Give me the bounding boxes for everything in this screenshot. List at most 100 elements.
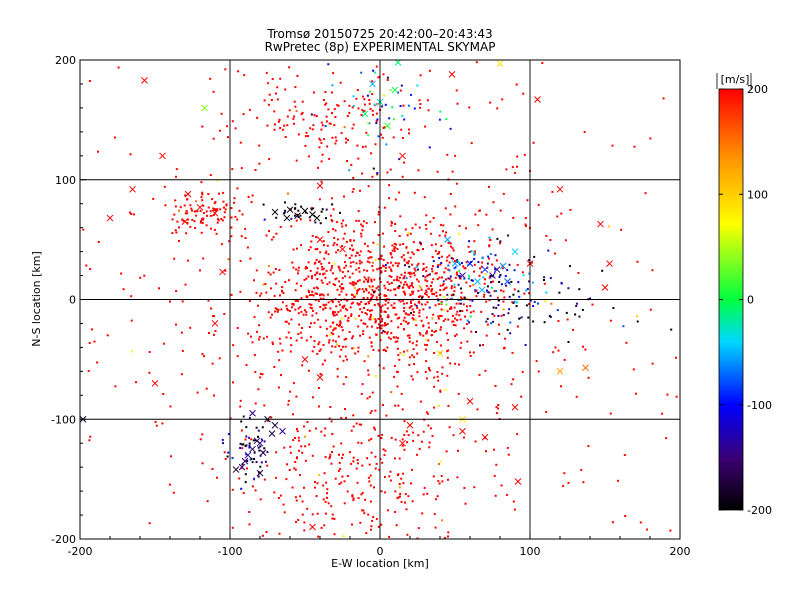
data-point	[254, 402, 257, 405]
data-point	[371, 93, 374, 96]
data-point	[296, 430, 299, 433]
data-point	[223, 216, 226, 219]
data-point	[350, 313, 353, 316]
data-point	[266, 451, 269, 454]
data-point	[164, 204, 167, 207]
data-point	[295, 159, 298, 162]
data-cross	[451, 260, 459, 267]
data-point	[201, 353, 204, 356]
data-point	[389, 289, 392, 292]
data-point	[261, 426, 264, 429]
data-point	[300, 445, 303, 448]
data-point	[407, 104, 410, 107]
data-point	[484, 278, 486, 281]
data-point	[388, 266, 391, 269]
data-point	[139, 276, 142, 279]
data-point	[367, 513, 370, 516]
data-point	[193, 210, 196, 213]
data-point	[382, 232, 384, 235]
data-point	[428, 446, 431, 449]
data-point	[396, 286, 399, 289]
data-point	[328, 157, 331, 160]
data-point	[516, 165, 518, 168]
data-point	[272, 236, 275, 239]
data-point	[273, 128, 276, 131]
data-point	[339, 285, 341, 288]
data-point	[273, 366, 276, 368]
data-point	[257, 446, 260, 449]
data-point	[468, 275, 471, 278]
data-point	[293, 299, 296, 302]
data-point	[297, 307, 300, 310]
data-point	[394, 490, 397, 493]
data-point	[446, 256, 449, 259]
data-point	[339, 309, 342, 312]
data-cross	[279, 427, 286, 435]
data-point	[143, 274, 146, 277]
data-point	[199, 221, 202, 224]
data-point	[387, 315, 390, 318]
data-point	[163, 185, 166, 188]
data-point	[440, 255, 443, 258]
data-point	[370, 278, 373, 281]
data-point	[377, 213, 380, 216]
data-point	[666, 393, 669, 396]
data-point	[492, 306, 495, 309]
data-point	[390, 220, 393, 223]
data-point	[489, 294, 492, 297]
data-point	[288, 66, 291, 69]
data-point	[312, 91, 315, 94]
data-point	[212, 137, 215, 140]
data-point	[317, 343, 320, 346]
data-point	[275, 476, 278, 479]
data-point	[376, 268, 379, 271]
data-point	[558, 291, 561, 294]
data-point	[253, 477, 256, 480]
data-point	[410, 272, 413, 275]
data-point	[455, 182, 458, 185]
data-point	[468, 251, 471, 253]
data-point	[396, 474, 399, 477]
data-point	[458, 363, 461, 366]
data-point	[438, 234, 441, 237]
chart-subtitle: RwPretec (8p) EXPERIMENTAL SKYMAP	[265, 40, 496, 54]
data-point	[311, 454, 314, 457]
data-point	[430, 334, 433, 337]
data-point	[454, 324, 457, 327]
data-point	[441, 366, 444, 369]
data-point	[274, 310, 277, 313]
data-point	[260, 292, 263, 295]
data-point	[294, 468, 297, 471]
data-point	[242, 113, 245, 116]
data-point	[457, 283, 460, 286]
data-point	[452, 249, 455, 252]
data-point	[284, 201, 286, 204]
data-point	[291, 306, 293, 309]
data-point	[574, 313, 577, 316]
data-point	[411, 378, 414, 381]
data-point	[327, 293, 329, 296]
data-point	[186, 222, 189, 224]
data-point	[327, 108, 330, 111]
data-point	[520, 316, 523, 319]
data-point	[617, 479, 619, 482]
data-point	[383, 476, 386, 478]
data-point	[374, 428, 377, 431]
data-cross	[151, 379, 159, 387]
data-point	[376, 326, 379, 329]
data-point	[340, 326, 343, 329]
data-cross	[244, 451, 252, 459]
data-point	[418, 226, 421, 229]
data-point	[238, 477, 241, 480]
data-point	[339, 320, 342, 323]
data-point	[444, 388, 447, 391]
data-point	[309, 219, 312, 222]
data-point	[442, 282, 445, 285]
data-point	[230, 216, 233, 219]
data-point	[357, 219, 360, 222]
data-point	[424, 370, 427, 373]
data-point	[408, 128, 410, 131]
data-point	[557, 349, 560, 352]
data-point	[407, 271, 410, 274]
data-point	[440, 308, 443, 311]
